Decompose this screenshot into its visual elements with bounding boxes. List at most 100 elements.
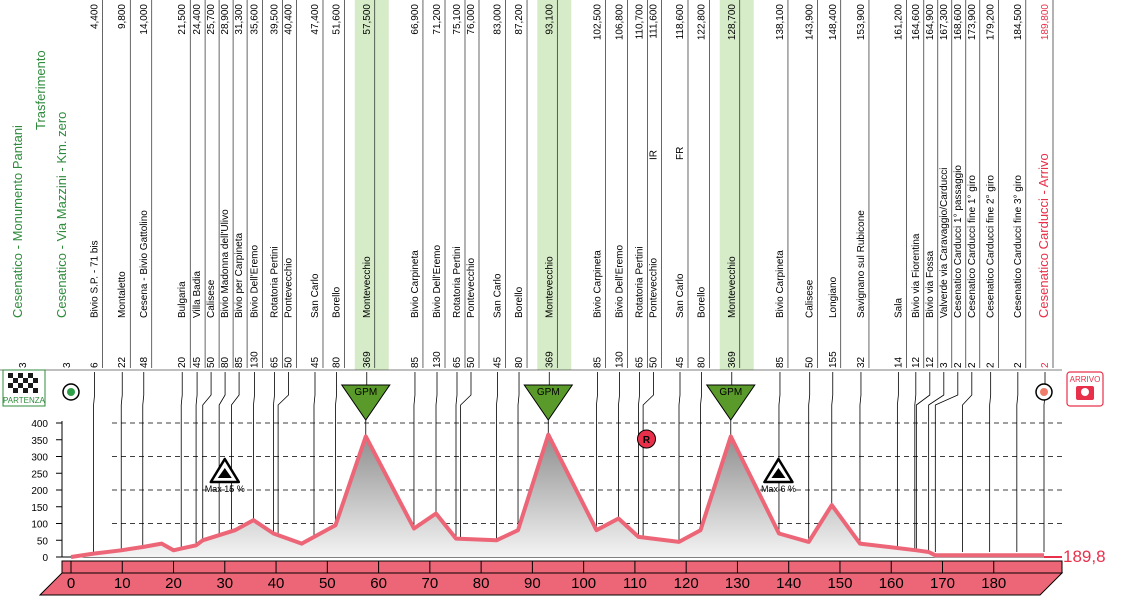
sprint-marker-label: R (643, 435, 651, 446)
waypoint-altitude: 130 (250, 351, 261, 368)
profile (70, 432, 1044, 559)
waypoint-km: 66,900 (410, 4, 421, 35)
waypoint-altitude: 45 (310, 356, 321, 368)
profile-area (71, 434, 1044, 557)
gpm-band (537, 0, 572, 370)
x-axis-top (61, 560, 1063, 574)
waypoint-km: 25,700 (206, 4, 217, 35)
waypoint-row: 50 Calisese 25,700 (206, 0, 220, 368)
waypoint-km: 164,600 (911, 4, 922, 41)
waypoint-connector (934, 372, 959, 552)
waypoint-row: 12 Bivio via Fossa 164,900 (925, 0, 939, 368)
gpm-triangle (705, 384, 756, 421)
waypoint-row: 369 Montevecchio 57,500 (362, 0, 376, 368)
x-tick-label: 90 (524, 575, 541, 592)
waypoint-km: 71,200 (432, 4, 443, 35)
waypoint-km: 168,600 (953, 4, 964, 41)
waypoint-row: 155 Longiano 148,400 (828, 0, 842, 368)
gpm-triangle (340, 384, 391, 421)
waypoint-name: Bivio Dell'Eremo (432, 245, 443, 318)
waypoint-connector (808, 372, 811, 552)
waypoint-name: Cesenatico Carducci - Arrivo (1036, 153, 1051, 318)
waypoint-km: 111,600 (648, 4, 659, 39)
waypoint-altitude: 14 (893, 356, 904, 368)
waypoint-note: IR (648, 150, 659, 160)
waypoint-row: 65 Rotatoria Pertini 75,100 (452, 0, 466, 368)
waypoint-name: Sala (893, 298, 904, 318)
start-label: PARTENZA (3, 396, 46, 405)
x-axis-band (38, 572, 1064, 596)
sprint-marker (636, 429, 656, 449)
waypoint-altitude: 3 (939, 362, 950, 368)
waypoint-name: Longiano (828, 276, 839, 318)
waypoint-name: Bivio Carpineta (592, 250, 603, 318)
waypoint-altitude: 80 (220, 356, 231, 368)
y-tick-label: 150 (31, 503, 48, 514)
waypoint-connector (460, 372, 472, 552)
x-tick-label: 30 (216, 575, 233, 592)
waypoint-altitude: 2 (1013, 362, 1024, 368)
waypoint-altitude: 45 (492, 356, 503, 368)
waypoint-row: 85 Bivio Carpineta 66,900 (410, 0, 424, 368)
waypoint-name: Pontevecchio (648, 258, 659, 318)
waypoint-km: 31,300 (234, 4, 245, 35)
waypoint-row: 130 Bivio Dell'Eremo 106,800 (615, 0, 628, 368)
mountain-icon-fill (771, 468, 786, 478)
waypoint-altitude: 45 (675, 356, 686, 368)
flag-cell (8, 383, 13, 388)
waypoint-row: 3 Cesenatico - Monumento Pantani (10, 125, 29, 368)
waypoint-name: Montevecchio (544, 256, 555, 318)
flag-cell (18, 383, 23, 388)
waypoint-row: 2 Cesenatico Carducci fine 2° giro 179,200 (986, 0, 999, 368)
waypoint-altitude: 369 (727, 351, 738, 368)
start-dot (67, 388, 75, 396)
waypoint-name: Cesena - Bivio Gattolino (139, 210, 150, 318)
flag-cell (33, 388, 38, 393)
waypoint-km: 76,000 (466, 4, 477, 35)
flag-cell (23, 378, 28, 383)
waypoint-altitude: 85 (234, 356, 245, 368)
waypoint-row: Trasferimento (33, 50, 48, 130)
waypoint-km: 138,100 (775, 4, 786, 41)
x-tick-label: 20 (165, 575, 182, 592)
waypoint-name: Cesenatico - Via Mazzini - Km. zero (54, 112, 69, 318)
x-tick-label: 160 (879, 575, 904, 592)
waypoint-km: 14,000 (139, 4, 150, 35)
waypoint-name: Villa Badia (192, 270, 203, 318)
waypoint-altitude: 155 (828, 351, 839, 368)
total-distance: 189,8 (1063, 547, 1106, 566)
gpm-marker: GPM (523, 384, 574, 421)
waypoint-row: 45 San Carlo 83,000 (492, 0, 506, 368)
waypoint-altitude: 130 (615, 351, 626, 368)
flag-cell (28, 383, 33, 388)
waypoint-km: 164,900 (925, 4, 936, 41)
waypoint-altitude: 2 (1040, 362, 1051, 368)
y-tick-label: 300 (31, 453, 48, 464)
gradient-label: Max 6 % (761, 484, 796, 494)
waypoint-row: 3 Valverde via Caravaggio/Carducci 167,300 (939, 0, 953, 368)
waypoint-altitude: 80 (697, 356, 708, 368)
profile-line (70, 432, 1044, 559)
x-tick-label: 100 (571, 575, 596, 592)
waypoint-altitude: 12 (911, 356, 922, 368)
x-tick-label: 140 (776, 575, 801, 592)
flag-cell (28, 373, 33, 378)
flag-cell (18, 373, 23, 378)
waypoint-altitude: 85 (592, 356, 603, 368)
waypoint-altitude: 45 (192, 356, 203, 368)
waypoint-row: 50 Calisese 143,900 (805, 0, 818, 368)
x-tick-label: 180 (981, 575, 1006, 592)
y-tick-label: 350 (31, 436, 48, 447)
waypoint-name: Valverde via Caravaggio/Carducci (939, 168, 950, 318)
waypoint-km: 122,800 (697, 4, 708, 41)
waypoint-km: 83,000 (492, 4, 503, 35)
x-tick-label: 50 (319, 575, 336, 592)
waypoint-connector (455, 372, 458, 552)
waypoint-connector (93, 372, 95, 552)
x-tick-label: 0 (67, 575, 75, 592)
gpm-label: GPM (354, 387, 377, 398)
waypoint-name: Calisese (805, 279, 816, 318)
waypoint-connector (618, 372, 620, 552)
waypoint-connector (962, 372, 973, 552)
